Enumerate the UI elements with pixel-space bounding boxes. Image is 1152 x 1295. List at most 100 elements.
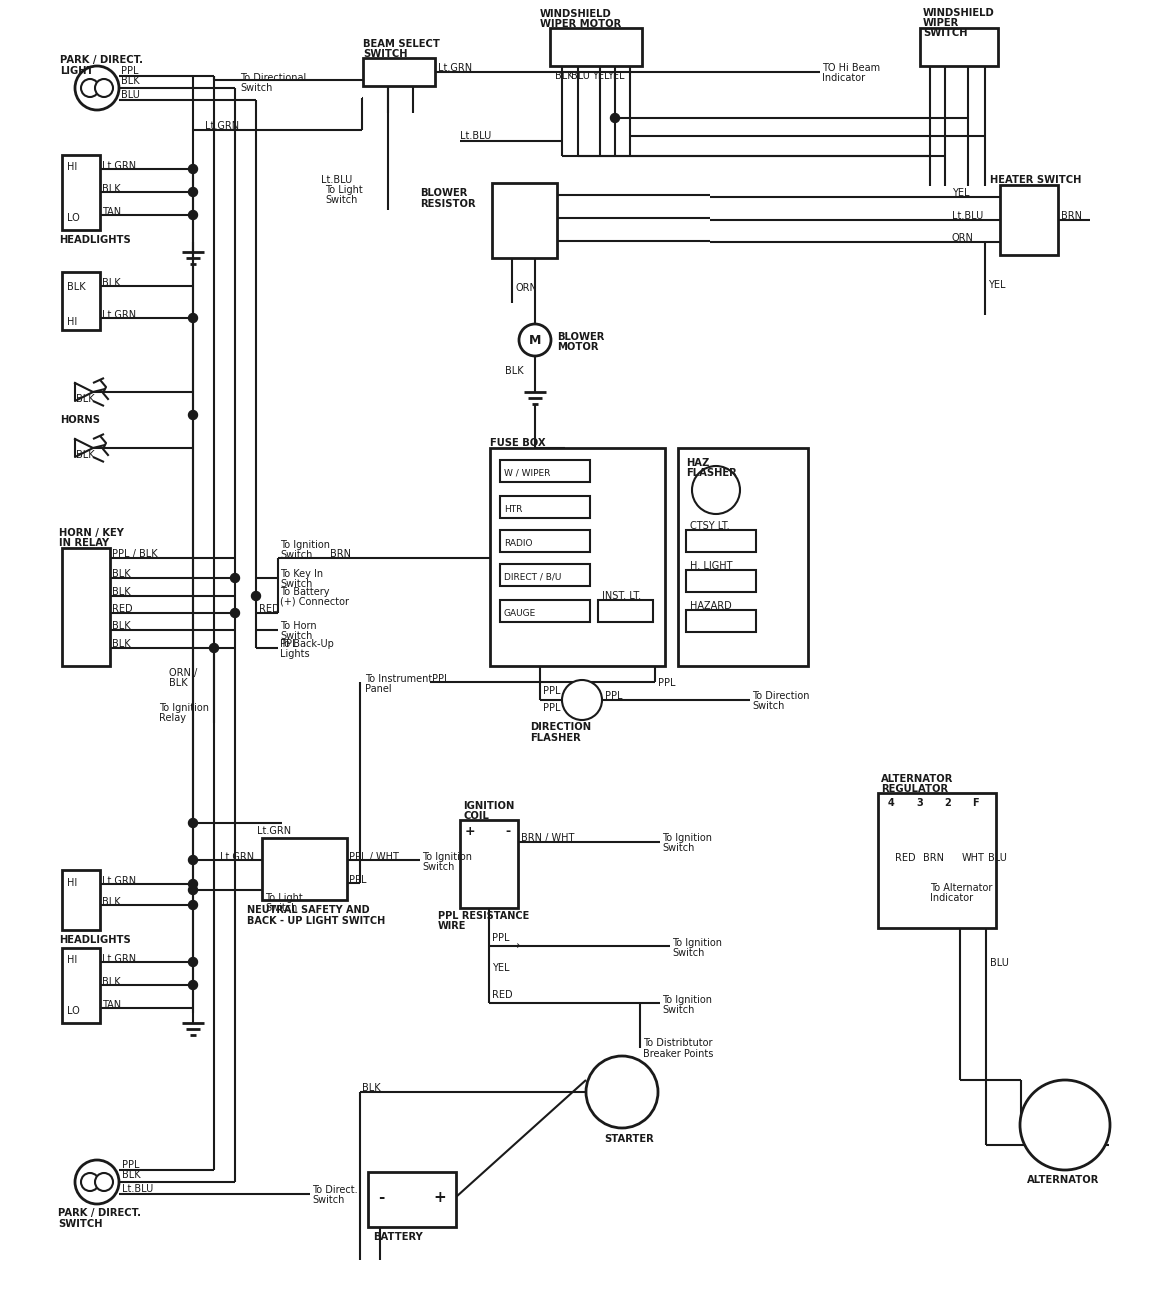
Circle shape xyxy=(94,1173,113,1191)
Text: INST. LT.: INST. LT. xyxy=(602,591,642,601)
Text: HAZ: HAZ xyxy=(685,458,710,467)
Text: LO: LO xyxy=(67,212,79,223)
Polygon shape xyxy=(75,439,93,457)
Circle shape xyxy=(189,957,197,966)
Text: BLK: BLK xyxy=(76,449,94,460)
Text: To Ignition: To Ignition xyxy=(280,540,329,550)
Text: To Battery: To Battery xyxy=(280,587,329,597)
Text: Indicator: Indicator xyxy=(930,894,973,903)
Text: PARK / DIRECT.: PARK / DIRECT. xyxy=(60,54,143,65)
Text: YEL: YEL xyxy=(952,188,970,198)
Bar xyxy=(500,496,590,518)
Text: PPL / BLK: PPL / BLK xyxy=(112,549,158,559)
Text: PPL: PPL xyxy=(122,1160,139,1169)
Circle shape xyxy=(692,466,740,514)
Text: BLU: BLU xyxy=(121,89,139,100)
Text: To Back-Up: To Back-Up xyxy=(280,638,334,649)
Text: To Horn: To Horn xyxy=(280,622,317,631)
Text: NEUTRAL SAFETY AND: NEUTRAL SAFETY AND xyxy=(247,905,370,916)
Bar xyxy=(920,28,998,66)
Text: PPL: PPL xyxy=(605,692,622,701)
Bar xyxy=(262,838,347,900)
Text: DIRECT / B/U: DIRECT / B/U xyxy=(505,572,561,581)
Text: BLK: BLK xyxy=(76,394,94,404)
Text: To Ignition: To Ignition xyxy=(159,703,209,714)
Text: ORN /: ORN / xyxy=(169,668,197,679)
Text: BATTERY: BATTERY xyxy=(373,1232,423,1242)
Text: WIPER: WIPER xyxy=(923,18,960,28)
Text: PPL: PPL xyxy=(280,638,297,649)
Circle shape xyxy=(94,79,113,97)
Text: →: → xyxy=(510,941,520,951)
Text: Switch: Switch xyxy=(280,631,312,641)
Circle shape xyxy=(189,188,197,197)
Text: To Direction: To Direction xyxy=(752,692,810,701)
Text: PPL: PPL xyxy=(121,66,138,76)
Text: CTSY LT.: CTSY LT. xyxy=(690,521,729,531)
Text: STARTER: STARTER xyxy=(604,1134,653,1143)
Circle shape xyxy=(189,879,197,888)
Text: Lt.BLU: Lt.BLU xyxy=(122,1184,153,1194)
Text: (+) Connector: (+) Connector xyxy=(280,597,349,607)
Bar xyxy=(62,870,100,930)
Text: SWITCH: SWITCH xyxy=(58,1219,103,1229)
Text: RED: RED xyxy=(492,989,513,1000)
Text: Lt.GRN: Lt.GRN xyxy=(205,120,240,131)
Text: 3: 3 xyxy=(916,798,923,808)
Text: DIRECTION: DIRECTION xyxy=(530,723,591,732)
Circle shape xyxy=(210,644,219,653)
Bar xyxy=(500,600,590,622)
Circle shape xyxy=(189,900,197,909)
Text: PPL: PPL xyxy=(349,875,366,884)
Text: YEL: YEL xyxy=(988,280,1006,290)
Bar xyxy=(62,548,109,666)
Text: LIGHT: LIGHT xyxy=(60,66,93,76)
Circle shape xyxy=(586,1055,658,1128)
Text: BRN: BRN xyxy=(1061,211,1082,221)
Text: WINDSHIELD: WINDSHIELD xyxy=(923,8,994,18)
Text: YEL: YEL xyxy=(607,71,624,82)
Text: To Ignition: To Ignition xyxy=(662,995,712,1005)
Text: BLU: BLU xyxy=(988,853,1007,862)
Bar xyxy=(685,610,756,632)
Text: HORN / KEY: HORN / KEY xyxy=(59,528,124,537)
Text: SWITCH: SWITCH xyxy=(363,49,408,60)
Text: BLU: BLU xyxy=(990,958,1009,967)
Text: Switch: Switch xyxy=(312,1195,344,1206)
Bar xyxy=(679,448,808,666)
Text: Lt.GRN: Lt.GRN xyxy=(103,954,136,963)
Text: To Direct.: To Direct. xyxy=(312,1185,357,1195)
Text: IGNITION: IGNITION xyxy=(463,802,515,811)
Text: BLK: BLK xyxy=(122,1169,141,1180)
Text: BACK - UP LIGHT SWITCH: BACK - UP LIGHT SWITCH xyxy=(247,916,385,926)
Circle shape xyxy=(189,411,197,420)
Text: BLK: BLK xyxy=(121,76,139,85)
Text: HORNS: HORNS xyxy=(60,414,100,425)
Text: To Alternator: To Alternator xyxy=(930,883,992,894)
Bar xyxy=(685,530,756,552)
Bar xyxy=(62,155,100,231)
Text: HI: HI xyxy=(67,317,77,328)
Text: Switch: Switch xyxy=(662,843,695,853)
Circle shape xyxy=(251,592,260,601)
Text: BLK: BLK xyxy=(112,569,130,579)
Circle shape xyxy=(189,164,197,174)
Bar xyxy=(367,1172,456,1226)
Text: BLK: BLK xyxy=(169,679,188,688)
Text: ORN: ORN xyxy=(515,284,537,293)
Text: BLK: BLK xyxy=(112,638,130,649)
Text: BLK: BLK xyxy=(112,587,130,597)
Text: To Key In: To Key In xyxy=(280,569,323,579)
Text: 4: 4 xyxy=(888,798,895,808)
Bar xyxy=(62,948,100,1023)
Text: ALTERNATOR: ALTERNATOR xyxy=(881,774,954,783)
Text: Relay: Relay xyxy=(159,714,185,723)
Text: FLASHER: FLASHER xyxy=(685,467,737,478)
Text: BLK: BLK xyxy=(362,1083,380,1093)
Bar xyxy=(492,183,558,258)
Text: HEADLIGHTS: HEADLIGHTS xyxy=(59,234,130,245)
Circle shape xyxy=(562,680,602,720)
Text: LO: LO xyxy=(67,1006,79,1017)
Circle shape xyxy=(189,980,197,989)
Text: RESISTOR: RESISTOR xyxy=(420,199,476,208)
